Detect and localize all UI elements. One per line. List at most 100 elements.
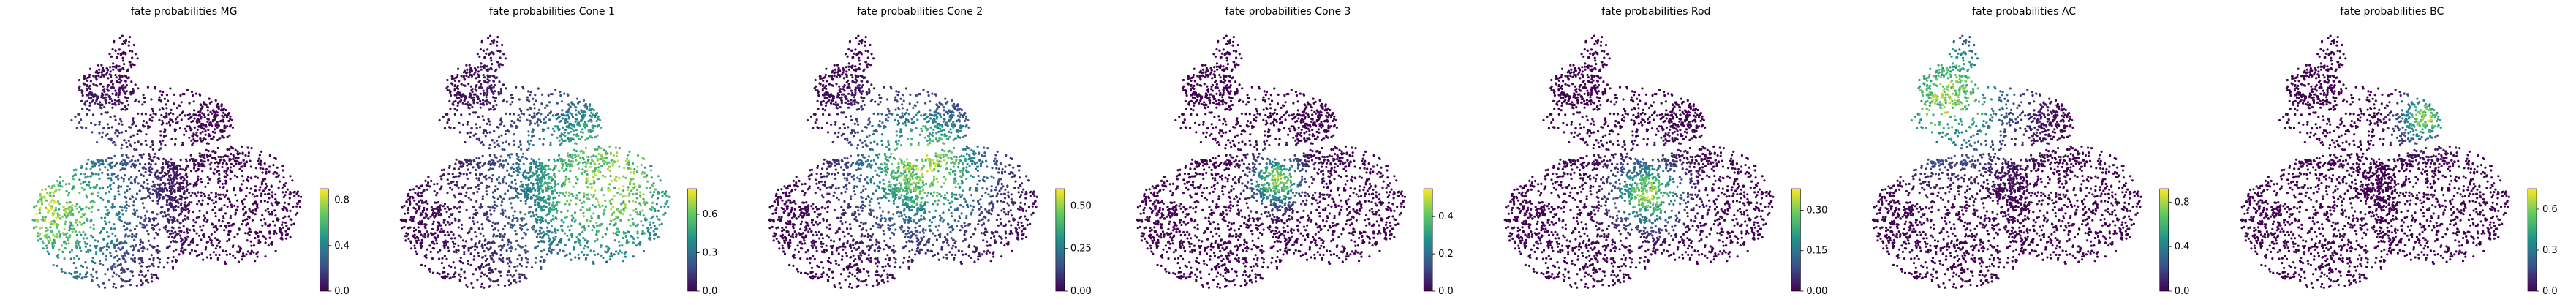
cell-point <box>85 250 88 253</box>
cell-point <box>282 195 285 199</box>
cell-point <box>624 235 627 238</box>
cell-point <box>456 73 459 77</box>
cell-point <box>526 171 529 174</box>
cell-point <box>548 247 551 250</box>
cell-point <box>49 222 52 225</box>
cell-point <box>621 244 624 247</box>
cell-point <box>545 214 548 217</box>
cell-point <box>214 215 217 218</box>
cell-point <box>242 214 245 217</box>
cell-point <box>112 62 115 65</box>
cell-point <box>465 64 468 67</box>
cell-point <box>539 187 542 190</box>
cell-point <box>177 174 180 177</box>
cell-point <box>456 86 458 89</box>
cell-point <box>117 69 120 72</box>
cell-point <box>467 162 471 165</box>
cell-point <box>217 181 220 184</box>
cell-point <box>494 97 498 99</box>
cell-point <box>106 88 109 91</box>
cell-point <box>124 260 127 263</box>
cell-point <box>271 213 273 216</box>
cell-point <box>148 258 151 261</box>
cell-point <box>502 99 505 103</box>
cell-point <box>133 246 136 249</box>
cell-point <box>515 162 518 165</box>
cell-points <box>31 34 303 289</box>
cell-point <box>254 209 257 212</box>
cell-point <box>119 118 122 121</box>
cell-point <box>461 187 464 189</box>
cell-point <box>122 86 125 89</box>
cell-point <box>245 195 248 197</box>
cell-point <box>453 113 456 116</box>
cell-point <box>114 143 117 146</box>
cell-point <box>519 116 522 119</box>
cell-point <box>419 214 422 217</box>
cell-point <box>282 184 285 187</box>
cell-point <box>474 88 477 91</box>
cell-point <box>551 205 554 208</box>
cell-point <box>447 233 450 236</box>
cell-point <box>488 68 491 71</box>
cell-point <box>189 182 192 185</box>
cell-point <box>86 83 88 87</box>
cell-point <box>85 176 88 178</box>
cell-point <box>479 232 482 235</box>
cell-point <box>138 274 141 276</box>
cell-point <box>480 83 483 86</box>
cell-point <box>419 223 422 226</box>
cell-point <box>488 271 491 274</box>
cell-point <box>656 227 659 230</box>
cell-point <box>165 107 168 110</box>
cell-point <box>657 209 660 212</box>
cell-point <box>235 176 239 178</box>
cell-point <box>35 204 38 208</box>
cell-point <box>453 194 456 197</box>
cell-point <box>500 248 503 252</box>
cell-point <box>195 195 198 197</box>
cell-point <box>146 266 148 268</box>
cell-point <box>538 138 541 140</box>
cell-point <box>224 108 227 112</box>
cell-point <box>111 86 114 89</box>
cell-point <box>150 254 153 257</box>
cell-point <box>195 131 198 134</box>
cell-point <box>190 91 194 94</box>
cell-point <box>122 84 125 87</box>
cell-point <box>472 96 475 99</box>
cell-point <box>238 251 241 254</box>
cell-point <box>161 119 164 122</box>
cell-point <box>417 226 420 229</box>
cell-point <box>171 260 174 263</box>
cell-point <box>138 262 141 265</box>
cell-point <box>80 223 83 226</box>
cell-point <box>477 74 480 77</box>
cell-point <box>33 206 36 209</box>
cell-point <box>259 167 262 170</box>
cell-point <box>129 197 132 200</box>
cell-point <box>194 221 197 224</box>
cell-point <box>175 121 178 124</box>
cell-point <box>542 183 545 186</box>
cell-point <box>616 233 619 237</box>
cell-point <box>524 187 527 190</box>
cell-point <box>456 207 458 210</box>
cell-point <box>461 165 464 167</box>
cell-point <box>537 158 540 161</box>
cell-point <box>192 113 195 116</box>
cell-point <box>169 201 172 204</box>
cell-point <box>472 73 475 76</box>
cell-point <box>527 134 530 137</box>
cell-point <box>156 233 159 236</box>
cell-point <box>234 194 237 197</box>
cell-point <box>70 249 73 252</box>
cell-point <box>642 214 645 217</box>
cell-point <box>67 239 69 242</box>
cell-point <box>489 255 492 257</box>
colorbar-tick-label: 0.8 <box>334 195 350 206</box>
cell-point <box>58 233 62 236</box>
cell-point <box>651 215 654 218</box>
cell-point <box>420 199 423 202</box>
cell-point <box>480 285 483 288</box>
